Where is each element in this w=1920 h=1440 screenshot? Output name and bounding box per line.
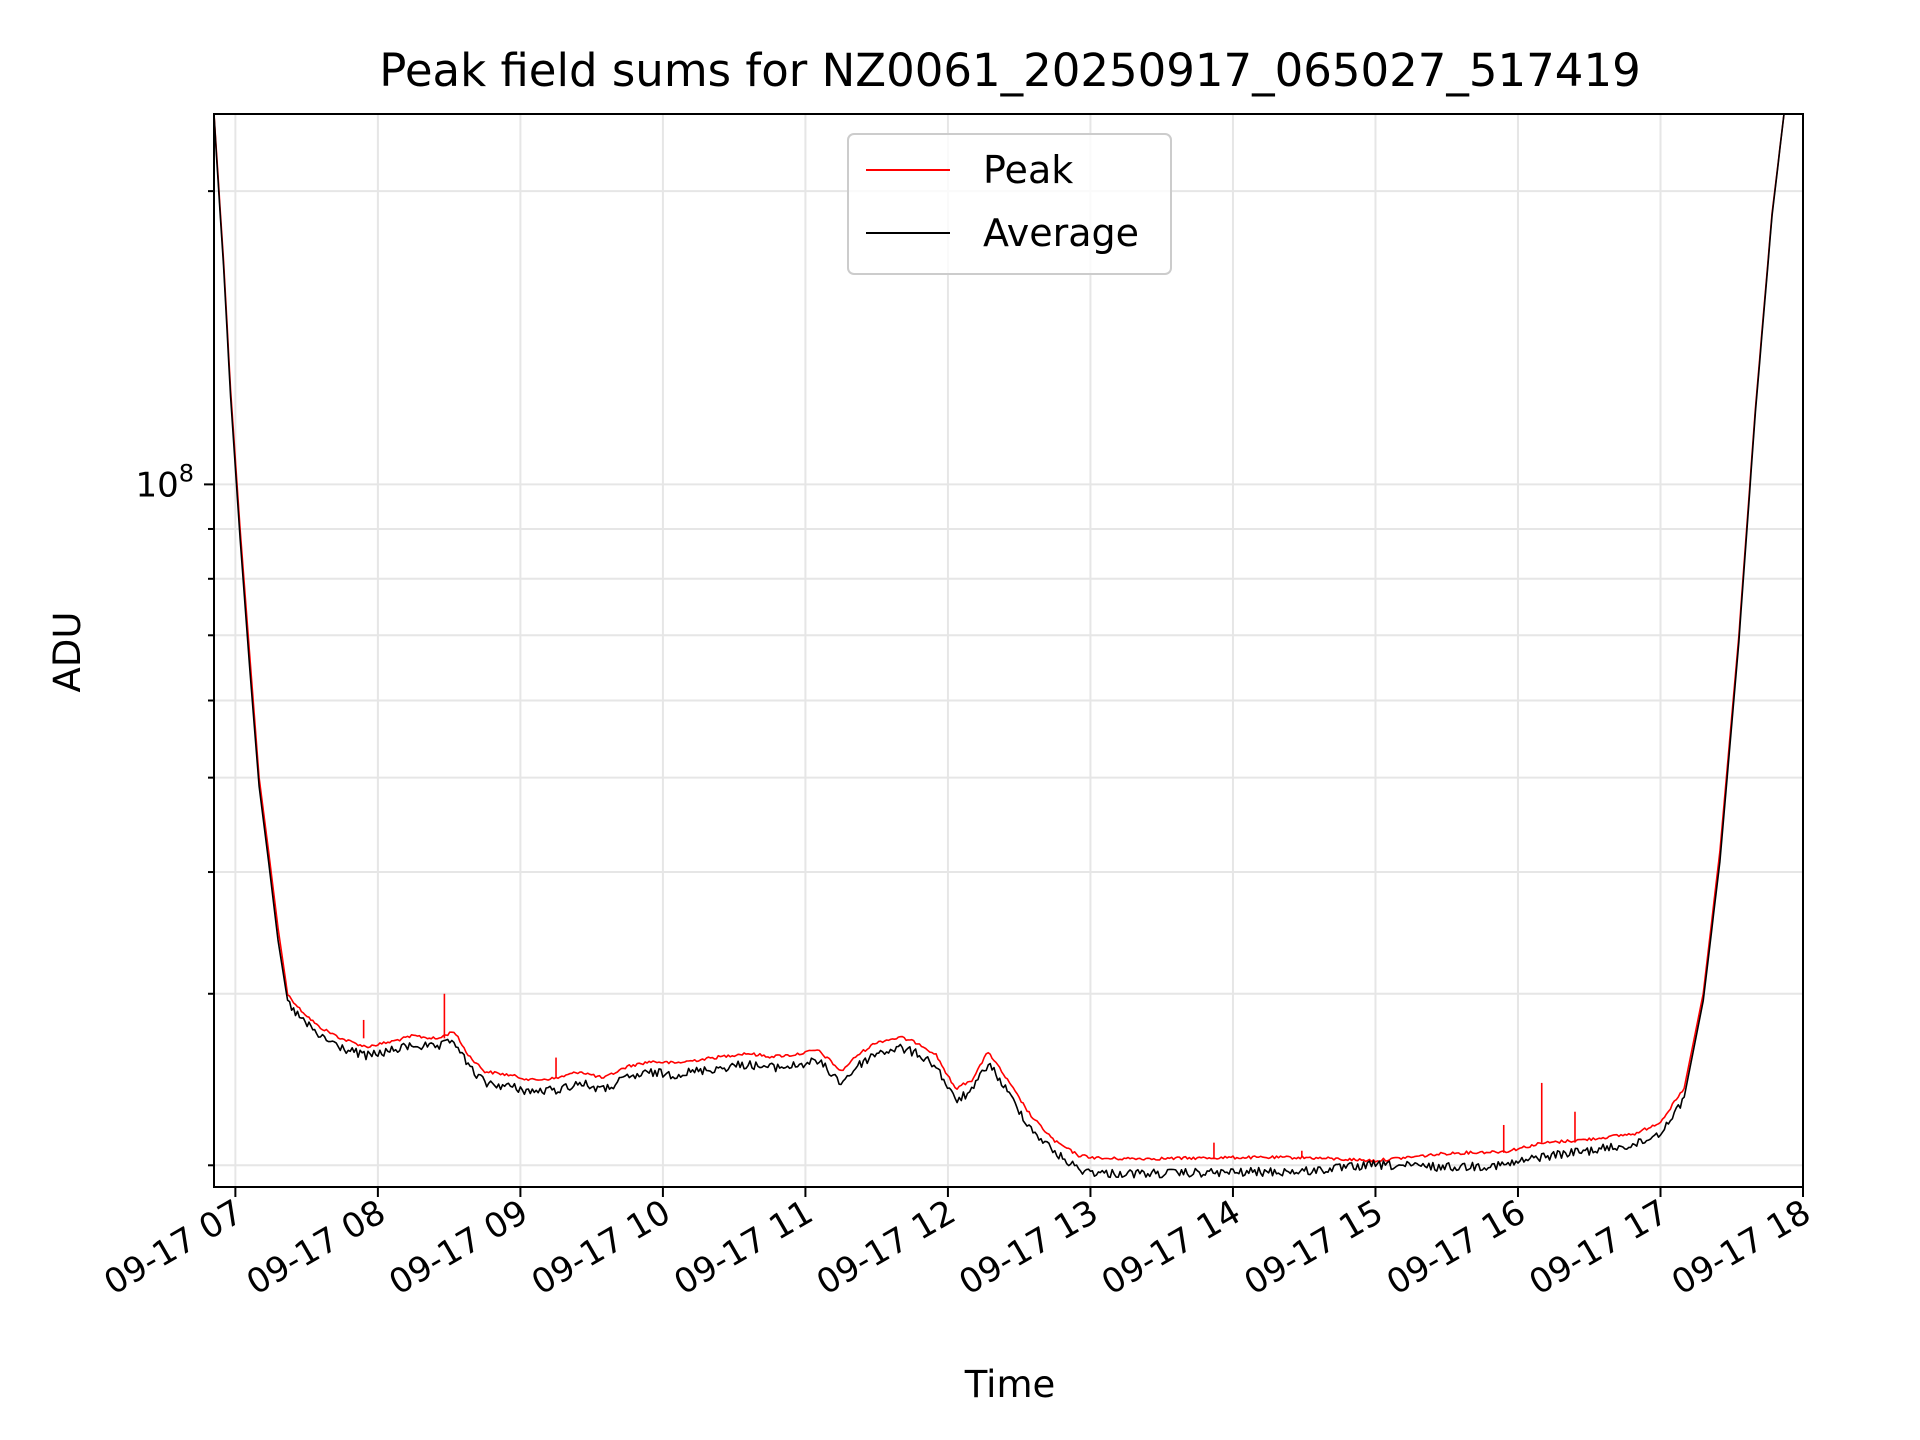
plot-frame [213, 113, 1804, 1188]
y-tick-label: 108 [135, 459, 194, 505]
y-axis: 108 [135, 190, 214, 1167]
series-line-average [213, 113, 1785, 1179]
legend-label-peak: Peak [983, 148, 1073, 192]
chart-title: Peak field sums for NZ0061_20250917_0650… [379, 44, 1640, 97]
legend-label-average: Average [983, 211, 1139, 255]
series-line-peak [213, 113, 1785, 1163]
legend: Peak Average [847, 133, 1172, 275]
plot-area [213, 113, 1785, 1179]
x-axis-label: Time [964, 1363, 1056, 1406]
y-axis-label: ADU [46, 612, 89, 693]
